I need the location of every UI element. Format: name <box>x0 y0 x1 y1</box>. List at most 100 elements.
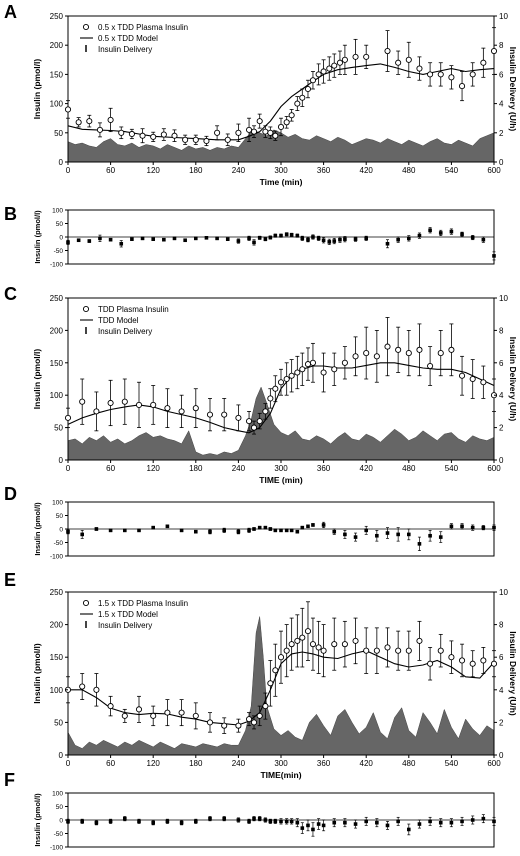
x-tick-label: 120 <box>147 464 161 473</box>
data-point <box>245 126 253 133</box>
y-tick-label: 200 <box>50 621 64 630</box>
y-tick-label: 100 <box>52 208 63 215</box>
residual-point <box>279 528 283 533</box>
x-tick-label: 600 <box>487 759 501 768</box>
x-axis-label: Time (min) <box>260 177 303 187</box>
residual-point <box>364 819 368 824</box>
residual-point <box>268 527 273 531</box>
residual-point <box>492 819 496 824</box>
data-point <box>336 59 343 66</box>
data-point <box>121 712 128 719</box>
data-point <box>164 709 171 716</box>
residual-point <box>295 529 300 534</box>
residual-point <box>123 816 127 821</box>
data-point <box>283 375 290 383</box>
data-point <box>272 385 279 392</box>
residual-point <box>385 823 390 828</box>
residual-point <box>273 233 278 238</box>
y-tick-label: 100 <box>50 686 64 695</box>
residual-point <box>94 527 99 531</box>
y-tick-label: -100 <box>50 554 63 561</box>
residual-point <box>306 823 310 828</box>
chart-panel-f: -100 -50 0 50 100 Insulin (pmol/l) <box>33 791 496 852</box>
data-point <box>224 136 231 143</box>
data-point <box>480 379 487 386</box>
residual-point <box>140 236 145 241</box>
data-point <box>299 366 306 373</box>
data-point <box>405 56 412 63</box>
data-point <box>427 362 434 370</box>
data-point <box>267 395 274 402</box>
residual-point <box>438 231 443 235</box>
y2-tick-label: 6 <box>499 653 504 662</box>
data-point <box>262 128 269 135</box>
y-tick-label: 200 <box>50 41 64 50</box>
residual-point <box>332 820 337 825</box>
data-point <box>250 719 258 726</box>
data-point <box>75 119 82 126</box>
data-point <box>363 647 370 654</box>
x-tick-label: 540 <box>445 464 459 473</box>
data-point <box>448 654 455 661</box>
y-tick-label: 100 <box>50 391 64 400</box>
x-tick-label: 60 <box>106 464 115 473</box>
residual-point <box>257 816 262 821</box>
data-point <box>299 94 306 101</box>
data-point <box>416 637 423 644</box>
x-tick-label: 480 <box>402 166 416 175</box>
residual-point <box>306 237 310 242</box>
residual-point <box>98 236 102 241</box>
data-point <box>304 85 312 93</box>
residual-point <box>396 532 400 537</box>
y2-axis-label: Insulin Delivery (U/h) <box>508 47 518 132</box>
residual-point <box>151 237 155 241</box>
y-tick-label: 0 <box>59 235 63 242</box>
data-point <box>384 343 391 350</box>
panel-letter-a: A <box>4 2 17 22</box>
residual-point <box>162 237 166 242</box>
residual-point <box>353 822 358 826</box>
data-point <box>277 123 285 131</box>
residual-point <box>449 229 454 234</box>
residual-point <box>108 528 113 533</box>
insulin-delivery-area <box>67 386 495 461</box>
residual-point <box>137 528 141 533</box>
data-point <box>171 132 178 139</box>
y-tick-label: -50 <box>54 248 64 255</box>
x-tick-label: 0 <box>66 166 71 175</box>
data-point <box>96 126 103 133</box>
data-point <box>315 71 322 78</box>
residual-point <box>222 816 226 821</box>
residual-point <box>407 827 411 832</box>
data-point <box>206 719 214 726</box>
data-point <box>288 372 295 379</box>
residual-point <box>481 816 486 821</box>
residual-point <box>179 528 184 533</box>
residual-point <box>119 241 124 246</box>
residual-point <box>343 237 347 241</box>
data-point <box>320 369 327 376</box>
x-tick-label: 420 <box>360 166 374 175</box>
data-point <box>405 647 412 654</box>
data-point <box>490 660 498 667</box>
y2-tick-label: 2 <box>499 129 504 138</box>
residual-point <box>263 818 268 822</box>
y-tick-label: -50 <box>54 831 64 838</box>
residual-point <box>66 529 70 534</box>
data-point <box>384 644 391 651</box>
data-point <box>437 71 444 78</box>
data-point <box>64 414 72 421</box>
data-point <box>352 637 359 644</box>
residual-point <box>108 819 113 824</box>
x-tick-label: 240 <box>232 464 246 473</box>
x-axis-label: TIME (min) <box>259 475 303 485</box>
residual-point <box>300 525 305 530</box>
data-point <box>299 634 306 641</box>
data-point <box>221 722 228 729</box>
residual-point <box>449 524 454 529</box>
data-point <box>192 405 199 412</box>
x-tick-label: 360 <box>317 166 331 175</box>
legend-label-delivery: Insulin Delivery <box>98 621 152 630</box>
x-tick-label: 300 <box>274 759 288 768</box>
data-point <box>309 359 317 366</box>
